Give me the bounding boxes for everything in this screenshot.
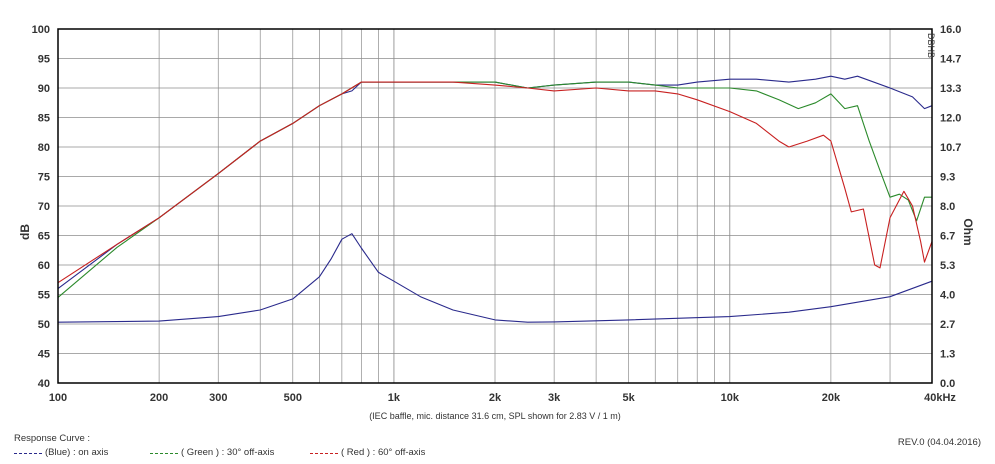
x-tick-label: 200: [150, 392, 168, 404]
y2-tick-label: 10.7: [940, 142, 961, 154]
y-tick-label: 70: [38, 201, 50, 213]
series-lines: [57, 75, 933, 323]
x-tick-label: 5k: [623, 392, 636, 404]
y2-tick-label: 14.7: [940, 54, 961, 66]
y-tick-label: 90: [38, 83, 50, 95]
y2-tick-label: 8.0: [940, 201, 955, 213]
legend: Response Curve : (Blue) : on axis ( Gree…: [14, 432, 425, 458]
y-tick-labels: 40 45 50 55 60 65 70 75 80 85 90 95 100: [32, 24, 50, 390]
legend-label-red: ( Red ) : 60° off-axis: [341, 447, 426, 458]
legend-item-green: ( Green ) : 30° off-axis: [150, 446, 274, 460]
x-tick-labels: 100 200 300 500 1k 2k 3k 5k 10k 20k 40kHz: [49, 392, 957, 404]
x-tick-label: 2k: [489, 392, 502, 404]
legend-swatch-green: [150, 452, 178, 454]
y2-tick-label: 1.3: [940, 349, 955, 361]
y-tick-label: 80: [38, 142, 50, 154]
x-tick-label: 10k: [721, 392, 740, 404]
y2-tick-label: 6.7: [940, 231, 955, 243]
x-tick-label: 3k: [548, 392, 561, 404]
x-tick-label: 500: [284, 392, 302, 404]
y2-tick-label: 12.0: [940, 113, 961, 125]
x-tick-label: 20k: [822, 392, 841, 404]
y-tick-label: 60: [38, 260, 50, 272]
y-tick-label: 45: [38, 349, 50, 361]
legend-label-blue: (Blue) : on axis: [45, 447, 109, 458]
plot-frame: [57, 28, 933, 384]
y2-tick-label: 0.0: [940, 378, 955, 390]
y-axis-title: dB: [18, 224, 32, 240]
y2-axis-title: Ohm: [961, 218, 975, 245]
frequency-response-chart: 100 200 300 500 1k 2k 3k 5k 10k 20k 40kHz 40 45 50 55…: [18, 24, 975, 421]
series-line-60-off-axis: [57, 81, 933, 284]
legend-swatch-red: [310, 452, 338, 454]
x-tick-label: 100: [49, 392, 67, 404]
revision-label: REV.0 (04.04.2016): [897, 437, 981, 448]
x-tick-label: 300: [209, 392, 227, 404]
legend-swatch-blue: [14, 452, 42, 454]
watermark: DBHB: [926, 33, 936, 58]
y2-tick-label: 5.3: [940, 260, 955, 272]
series-line-impedance: [57, 233, 933, 323]
legend-item-blue: (Blue) : on axis: [14, 446, 108, 460]
y2-tick-label: 16.0: [940, 24, 961, 36]
legend-item-red: ( Red ) : 60° off-axis: [310, 446, 425, 460]
legend-title: Response Curve :: [14, 433, 91, 444]
y-tick-label: 95: [38, 54, 50, 66]
x-tick-label: 40kHz: [924, 392, 956, 404]
y2-tick-label: 9.3: [940, 172, 955, 184]
y-tick-label: 40: [38, 378, 50, 390]
y-tick-label: 65: [38, 231, 50, 243]
y2-tick-label: 4.0: [940, 290, 955, 302]
y-tick-label: 50: [38, 319, 50, 331]
y2-tick-label: 2.7: [940, 319, 955, 331]
x-tick-label: 1k: [388, 392, 401, 404]
y-tick-label: 100: [32, 24, 50, 36]
y-tick-label: 55: [38, 290, 50, 302]
y2-tick-label: 13.3: [940, 83, 961, 95]
measurement-note: (IEC baffle, mic. distance 31.6 cm, SPL …: [369, 411, 621, 421]
y-tick-label: 85: [38, 113, 50, 125]
legend-label-green: ( Green ) : 30° off-axis: [181, 447, 275, 458]
y-tick-label: 75: [38, 172, 50, 184]
y2-tick-labels: 0.0 1.3 2.7 4.0 5.3 6.7 8.0 9.3 10.7 12.0 13.3 14.7…: [940, 24, 961, 390]
